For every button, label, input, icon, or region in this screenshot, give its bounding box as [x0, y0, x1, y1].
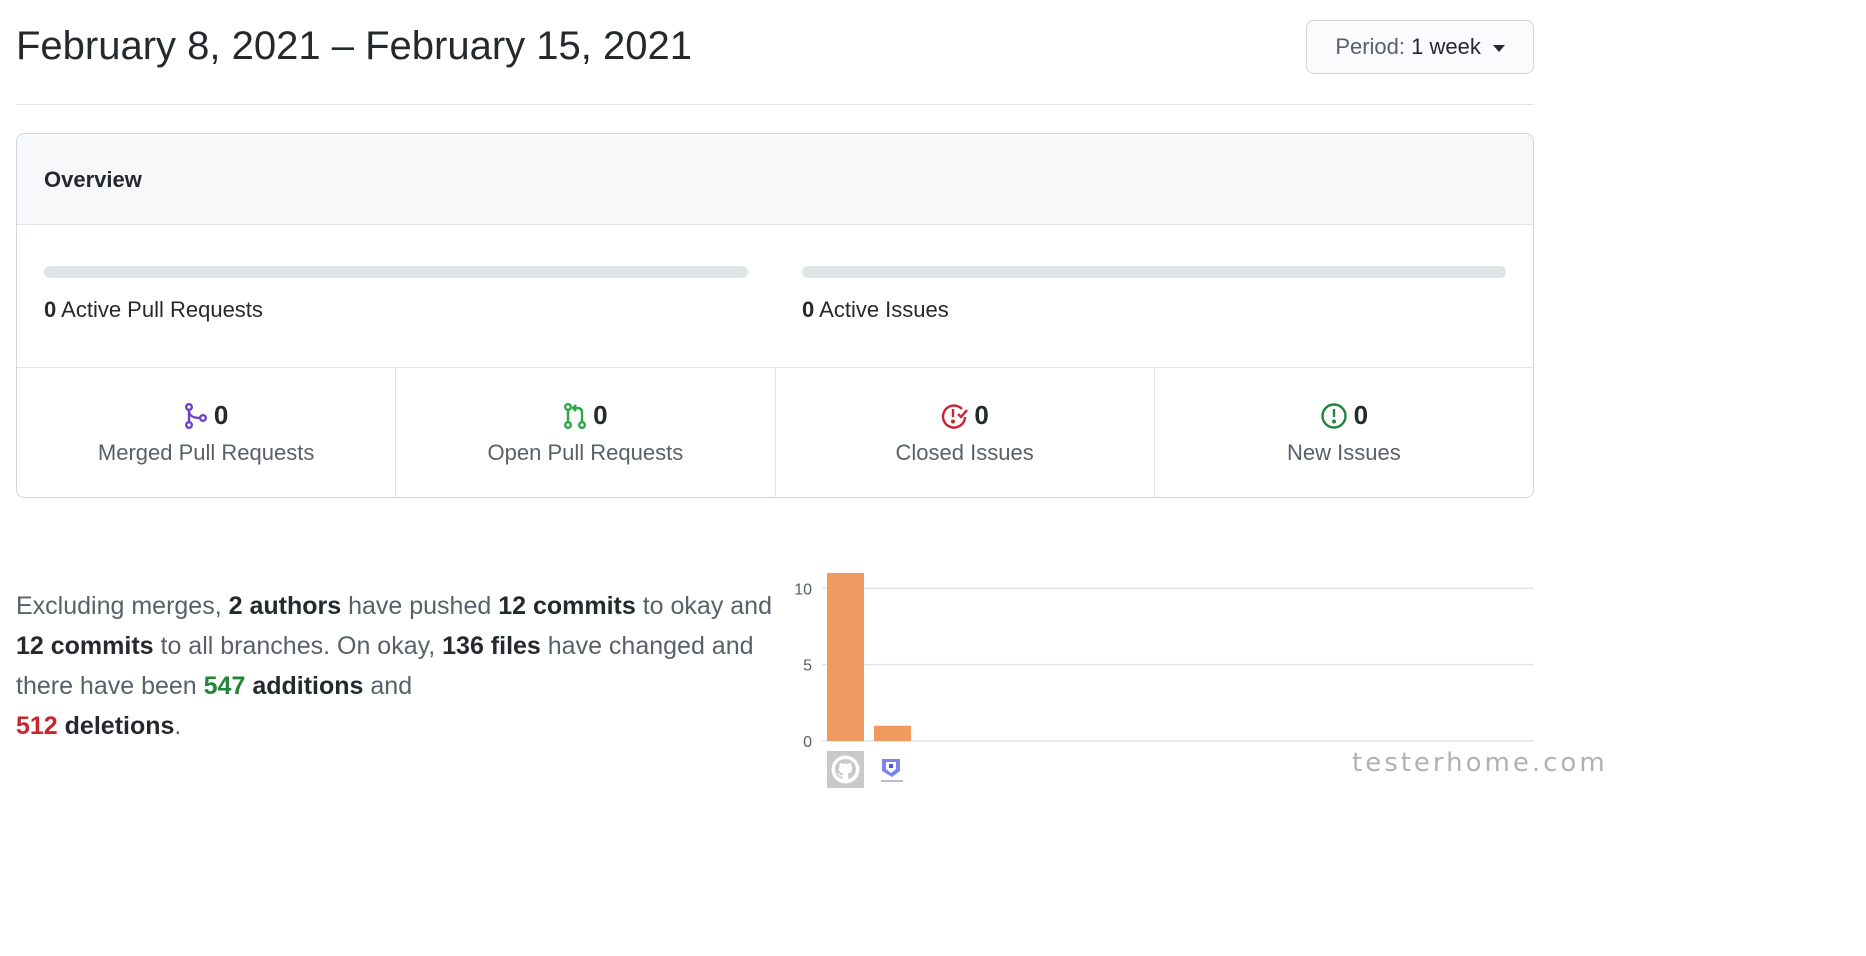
summary-text: have pushed [341, 592, 499, 620]
active-issues-count: 0 [802, 297, 815, 322]
deletions-label: deletions [57, 712, 175, 740]
chart-bar-github-avatar[interactable] [827, 573, 864, 741]
issue-opened-icon [1320, 402, 1348, 430]
issue-closed-icon [940, 402, 969, 430]
new-issues-label: New Issues [1287, 440, 1401, 465]
authors-count: 2 authors [228, 592, 342, 620]
pull-request-icon [563, 402, 587, 429]
active-issues-label: Active Issues [819, 297, 949, 322]
additions-label: additions [245, 672, 364, 700]
active-pull-requests-label: Active Pull Requests [61, 297, 263, 322]
active-issues-link[interactable]: 0 Active Issues [802, 297, 949, 323]
commits-default-count: 12 commits [498, 592, 636, 620]
overview-stats: 0 Merged Pull Requests 0 Open Pull Reque… [17, 368, 1533, 497]
commits-all-count: 12 commits [16, 632, 154, 660]
summary-text: to okay and [635, 592, 772, 620]
closed-issues-stat[interactable]: 0 Closed Issues [776, 368, 1155, 497]
chart-bar-user-avatar[interactable] [874, 725, 911, 741]
closed-issues-label: Closed Issues [895, 440, 1034, 465]
active-pull-requests-bar [44, 266, 748, 278]
open-pull-requests-count: 0 [593, 400, 608, 430]
additions-count: 547 [203, 672, 246, 700]
merged-pull-requests-label: Merged Pull Requests [97, 440, 315, 465]
period-dropdown-button[interactable]: Period: 1 week [1306, 20, 1534, 74]
summary-text: have changed and there have been [16, 632, 754, 700]
summary-text: to all branches. On okay, [153, 632, 443, 660]
new-issues-count: 0 [1353, 400, 1369, 430]
summary-text: and [363, 672, 413, 700]
active-pull-requests-count: 0 [44, 297, 57, 322]
deletions-count: 512 [16, 712, 58, 740]
closed-issues-count: 0 [974, 400, 989, 430]
page-header: February 8, 2021 – February 15, 2021 Per… [16, 0, 1534, 105]
y-tick-label: 10 [794, 581, 812, 598]
y-tick-label: 5 [803, 658, 812, 675]
summary-text: . [174, 712, 182, 740]
period-value: 1 week [1411, 34, 1481, 59]
period-label: Period: [1335, 34, 1406, 59]
merge-icon [184, 402, 208, 429]
user-avatar[interactable] [874, 751, 911, 788]
overview-panel: Overview 0 Active Pull Requests 0 Active… [16, 133, 1534, 498]
active-issues-bar [802, 266, 1506, 278]
merged-pull-requests-stat[interactable]: 0 Merged Pull Requests [17, 368, 397, 497]
merged-pull-requests-count: 0 [213, 400, 229, 430]
contributors-bar-chart: 0 5 10 [794, 573, 1534, 788]
overview-header: Overview [17, 134, 1533, 225]
page-title: February 8, 2021 – February 15, 2021 [16, 24, 692, 68]
github-avatar[interactable] [827, 751, 864, 788]
caret-down-icon [1493, 44, 1505, 52]
new-issues-stat[interactable]: 0 New Issues [1155, 368, 1533, 497]
open-pull-requests-stat[interactable]: 0 Open Pull Requests [396, 368, 776, 497]
commit-summary: Excluding merges, 2 authors have pushed … [16, 586, 776, 746]
summary-text: Excluding merges, [16, 592, 229, 620]
overview-title: Overview [44, 167, 142, 192]
watermark: testerhome.com [1352, 748, 1608, 778]
overview-activity: 0 Active Pull Requests 0 Active Issues [17, 225, 1533, 368]
files-count: 136 files [442, 632, 541, 660]
open-pull-requests-label: Open Pull Requests [487, 440, 684, 465]
y-tick-label: 0 [803, 734, 812, 751]
active-pull-requests-link[interactable]: 0 Active Pull Requests [44, 297, 263, 323]
